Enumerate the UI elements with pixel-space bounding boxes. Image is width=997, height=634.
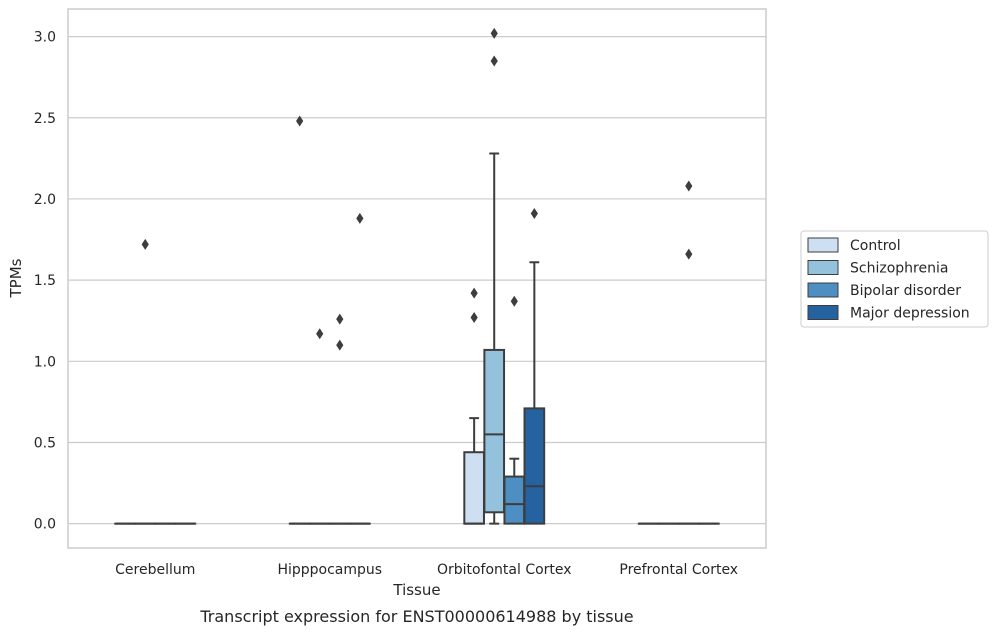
- grid-lines: [68, 35, 766, 525]
- legend: Control Schizophrenia Bipolar disorder Majo…: [800, 230, 989, 328]
- outlier-point: [336, 313, 344, 325]
- series-major-depression: [174, 208, 720, 525]
- outlier-point: [316, 328, 324, 340]
- y-tick-label: 2.0: [34, 192, 56, 208]
- box: [483, 348, 506, 514]
- legend-label: Major depression: [850, 306, 970, 322]
- box: [463, 451, 485, 525]
- legend-label: Bipolar disorder: [850, 283, 961, 299]
- legend-swatch: [807, 282, 839, 298]
- outlier-point: [296, 115, 304, 127]
- y-tick-labels: 0.0 0.5 1.0 1.5 2.0 2.5 3.0: [34, 30, 56, 533]
- y-tick-label: 1.0: [34, 354, 56, 370]
- y-tick-label: 0.0: [34, 517, 56, 533]
- box: [503, 475, 526, 525]
- x-tick-label: Hipppocampus: [277, 562, 382, 578]
- box: [523, 407, 546, 525]
- x-tick-labels: Cerebellum Hipppocampus Orbitofontal Corte…: [115, 562, 738, 578]
- outlier-point: [470, 287, 478, 299]
- y-tick-label: 2.5: [34, 111, 56, 127]
- outlier-point: [141, 238, 149, 250]
- outlier-point: [490, 55, 498, 67]
- outlier-point: [685, 248, 693, 260]
- outlier-point: [490, 27, 498, 39]
- legend-swatch: [807, 260, 839, 275]
- outlier-point: [336, 339, 344, 351]
- y-tick-label: 3.0: [34, 30, 56, 46]
- plot-frame: [67, 8, 767, 549]
- x-tick-label: Orbitofontal Cortex: [437, 562, 572, 578]
- outlier-point: [356, 212, 364, 224]
- x-tick-label: Prefrontal Cortex: [619, 562, 738, 578]
- y-tick-label: 1.5: [34, 273, 56, 289]
- outlier-point: [470, 311, 478, 323]
- series-bipolar-disorder: [154, 180, 700, 525]
- outlier-point: [685, 180, 693, 192]
- x-axis-label: Tissue: [392, 581, 440, 599]
- legend-label: Control: [850, 238, 901, 254]
- y-axis-label: TPMs: [7, 258, 25, 298]
- chart-caption: Transcript expression for ENST0000061498…: [199, 607, 633, 626]
- legend-frame: [800, 230, 989, 328]
- x-tick-label: Cerebellum: [115, 562, 195, 578]
- outlier-point: [530, 208, 538, 220]
- legend-swatch: [807, 305, 839, 320]
- outlier-point: [510, 295, 518, 307]
- legend-swatch: [807, 237, 839, 253]
- series-control: [114, 115, 660, 525]
- box-series: [114, 27, 720, 525]
- y-tick-label: 0.5: [34, 435, 56, 451]
- legend-label: Schizophrenia: [850, 261, 948, 277]
